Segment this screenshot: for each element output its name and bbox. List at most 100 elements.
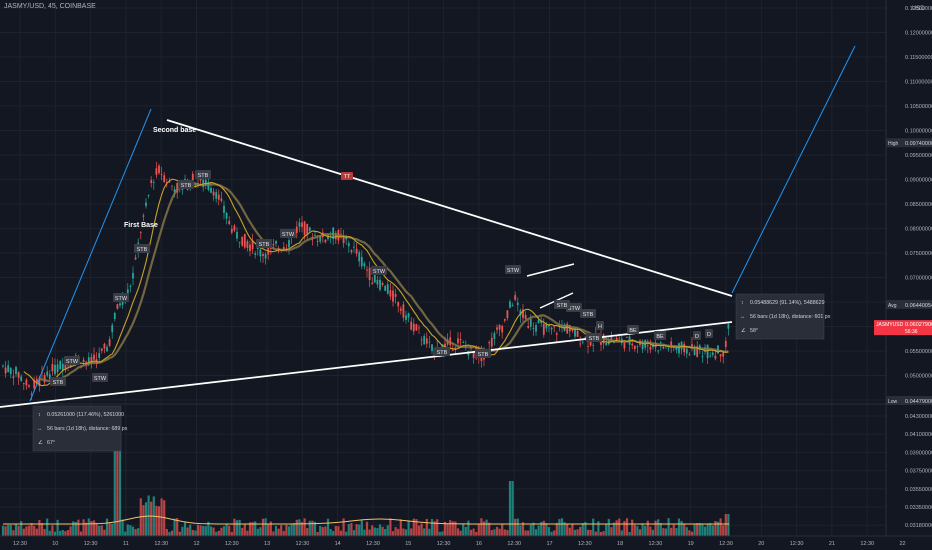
measure-boxes: 0.05261000 (117.46%), 5261000 56 bars (1d…	[32, 293, 831, 452]
level-marker-value: 0.06440054	[905, 303, 932, 309]
volume-bar	[56, 519, 59, 536]
volume-bar	[672, 524, 675, 536]
volume-bar	[553, 530, 556, 536]
volume-bar	[196, 524, 200, 536]
volume-bar	[181, 526, 184, 536]
time-tick-label: 12:30	[154, 541, 168, 547]
time-tick-label: 12:30	[296, 541, 310, 547]
candle-body	[212, 191, 215, 196]
volume-bar	[134, 529, 137, 536]
signal-badge-label: STW	[94, 376, 107, 382]
volume-bar	[625, 518, 629, 536]
volume-bar	[85, 522, 88, 536]
volume-bar	[280, 525, 283, 536]
volume-bar	[430, 519, 434, 536]
volume-bar	[516, 518, 519, 536]
volume-bar	[235, 520, 239, 536]
volume-bar	[69, 526, 72, 536]
price-tick-label: 0.05000000	[905, 374, 932, 380]
volume-bar	[339, 530, 343, 536]
volume-bar	[129, 525, 132, 536]
resistance-trendline	[166, 119, 733, 297]
price-tick-label: 0.09000000	[905, 178, 932, 184]
last-price-marker	[874, 320, 932, 336]
candle-body	[116, 304, 119, 309]
signal-badge-label: STB	[478, 352, 489, 358]
candle-body	[579, 343, 582, 345]
time-tick-label: 12:30	[860, 541, 874, 547]
measure-box	[32, 405, 122, 452]
candle-body	[301, 222, 303, 227]
volume-bar	[428, 528, 431, 536]
volume-tick-label: 0.03550000	[905, 487, 932, 493]
candle-body	[392, 290, 394, 302]
volume-bar	[295, 519, 298, 536]
candle-body	[108, 339, 111, 346]
candle-body	[30, 394, 33, 396]
price-tick-label: 0.08000000	[905, 227, 932, 233]
candle-body	[152, 182, 155, 184]
volume-bar	[462, 523, 465, 536]
candle-body	[685, 348, 688, 354]
signal-badge	[50, 377, 66, 386]
volume-bar	[46, 518, 49, 536]
candle-body	[98, 353, 101, 358]
volume-bar	[282, 531, 285, 536]
volume-bar	[347, 524, 350, 536]
candle-body	[389, 290, 392, 297]
candle-body	[215, 192, 218, 199]
bars-range-icon: ↔	[37, 426, 43, 432]
candle-body	[4, 367, 7, 374]
volume-bar	[33, 525, 36, 536]
volume-bar	[51, 525, 54, 536]
volume-bar	[436, 519, 439, 536]
volume-bar	[363, 529, 366, 536]
candle-body	[506, 310, 509, 319]
volume-bar	[215, 531, 218, 536]
volume-bar	[345, 531, 348, 536]
candle-body	[709, 355, 712, 357]
volume-bar	[438, 531, 441, 536]
time-tick-label: 14	[335, 541, 341, 547]
time-tick-label: 12:30	[13, 541, 27, 547]
time-tick-label: 19	[688, 541, 694, 547]
candle-body	[2, 365, 4, 367]
volume-bar	[233, 518, 236, 536]
volume-bar	[64, 531, 67, 536]
volume-bar	[261, 518, 265, 536]
volume-bar	[217, 530, 220, 536]
signal-badge	[654, 331, 666, 340]
candle-body	[275, 240, 277, 244]
volume-bar	[90, 520, 93, 536]
volume-bar	[501, 523, 504, 536]
signal-badge-label: BE	[629, 328, 637, 334]
volume-bar	[646, 520, 649, 536]
candle-body	[714, 355, 717, 359]
candle-body	[431, 344, 433, 351]
volume-bar	[365, 521, 369, 536]
candle-body	[93, 354, 95, 360]
volume-bar	[612, 522, 616, 536]
volume-bar	[456, 528, 460, 536]
volume-bar	[92, 520, 96, 536]
volume-bar	[183, 522, 187, 536]
price-tick-label: 0.12500000	[905, 6, 932, 12]
volume-bar	[243, 524, 246, 536]
time-tick-label: 13	[264, 541, 270, 547]
candle-body	[217, 194, 220, 200]
signal-badge-label: STB	[53, 380, 64, 386]
volume-bar	[464, 526, 467, 536]
candle-body	[459, 339, 462, 341]
signal-badge	[371, 266, 387, 275]
volume-bar	[563, 522, 566, 536]
candle-body	[238, 241, 241, 243]
volume-bar	[17, 525, 20, 536]
volume-bar	[605, 523, 608, 536]
candle-body	[675, 347, 678, 350]
candle-body	[555, 333, 558, 335]
volume-bar	[566, 523, 569, 536]
second-base-label: Second base	[153, 127, 196, 134]
time-tick-label: 12:30	[366, 541, 380, 547]
volume-bar	[451, 521, 454, 536]
